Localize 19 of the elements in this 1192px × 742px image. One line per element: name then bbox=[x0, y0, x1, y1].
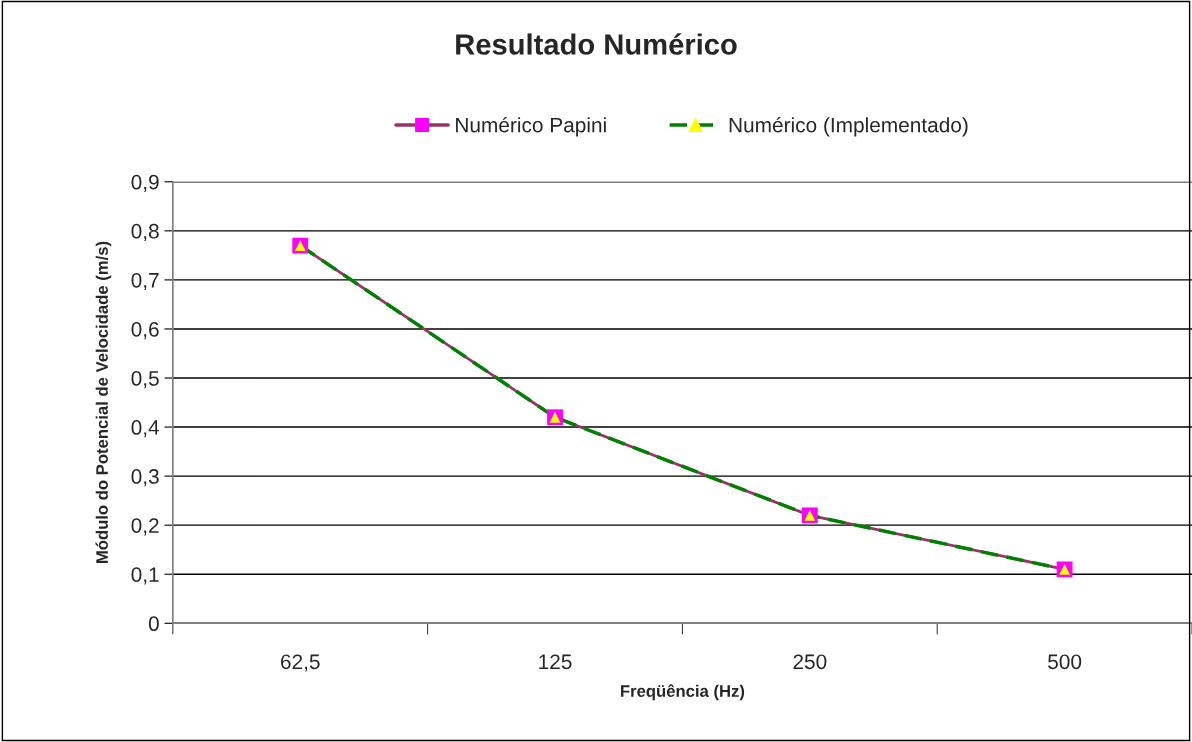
y-tick-label: 0,9 bbox=[131, 174, 159, 192]
x-axis-title: Freqüência (Hz) bbox=[621, 684, 745, 701]
x-tick-label: 500 bbox=[1048, 654, 1082, 670]
x-tick-label: 62,5 bbox=[281, 654, 320, 672]
y-tick-label: 0,6 bbox=[131, 321, 159, 340]
y-tick-label: 0,2 bbox=[131, 518, 159, 536]
legend-label: Numérico (Implementado) bbox=[729, 116, 968, 137]
y-tick-label: 0 bbox=[148, 616, 159, 632]
y-axis-title: Módulo do Potencial de Velocidade (m/s) bbox=[95, 241, 112, 564]
y-tick-label: 0,7 bbox=[131, 272, 159, 291]
y-tick-label: 0,3 bbox=[131, 469, 159, 487]
y-tick-label: 0,4 bbox=[131, 420, 160, 438]
chart-title: Resultado Numérico bbox=[456, 33, 737, 55]
y-tick-label: 0,1 bbox=[131, 567, 159, 585]
y-tick-label: 0,5 bbox=[131, 371, 159, 389]
legend-label: Numérico Papini bbox=[456, 116, 606, 137]
y-tick-label: 0,8 bbox=[131, 223, 159, 242]
x-tick-label: 250 bbox=[793, 654, 827, 670]
x-tick-label: 125 bbox=[539, 654, 572, 670]
